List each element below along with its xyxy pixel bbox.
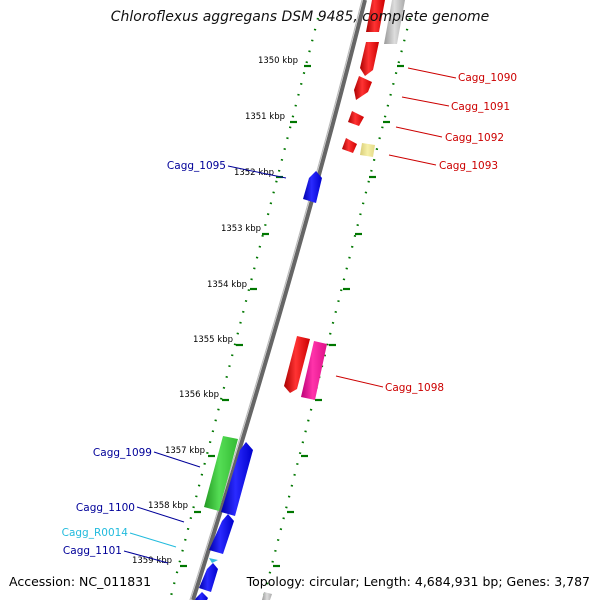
label-cagg-1092[interactable]: Cagg_1092	[445, 132, 504, 144]
feature-gray-partial	[262, 592, 272, 600]
label-cagg-1101[interactable]: Cagg_1101	[63, 545, 122, 557]
tick-label-1350: 1350 kbp	[258, 56, 298, 66]
gene-cagg-1091[interactable]	[354, 76, 372, 100]
tick-label-1355: 1355 kbp	[193, 335, 233, 345]
tick-label-1351: 1351 kbp	[245, 112, 285, 122]
label-cagg-1095[interactable]: Cagg_1095	[167, 160, 226, 172]
tick-label-1357: 1357 kbp	[165, 446, 205, 456]
tick-label-1359: 1359 kbp	[132, 556, 172, 566]
leader-lines	[123, 67, 457, 564]
tick-label-1356: 1356 kbp	[179, 390, 219, 400]
gene-gray-segment[interactable]	[384, 0, 405, 44]
tick-label-1352: 1352 kbp	[234, 168, 274, 178]
major-ticks	[180, 64, 404, 568]
label-cagg-1099[interactable]: Cagg_1099	[93, 447, 152, 459]
forward-strand-features	[301, 0, 405, 400]
gene-cagg-1098-magenta[interactable]	[301, 341, 327, 400]
gene-cagg-1093[interactable]	[360, 143, 375, 157]
gene-cagg-1099[interactable]	[204, 436, 238, 511]
gene-cagg-1095[interactable]	[303, 171, 322, 203]
label-cagg-1091[interactable]: Cagg_1091	[451, 101, 510, 113]
accession-text: Accession: NC_011831	[9, 574, 152, 589]
reverse-strand-features	[195, 171, 322, 600]
tick-label-1353: 1353 kbp	[221, 224, 261, 234]
gene-cagg-1092-a[interactable]	[348, 111, 364, 126]
tick-label-1358: 1358 kbp	[148, 501, 188, 511]
map-title: Chloroflexus aggregans DSM 9485, complet…	[110, 9, 490, 25]
gene-cagg-1089-segment[interactable]	[366, 0, 385, 32]
genome-stats-text: Topology: circular; Length: 4,684,931 bp…	[246, 574, 590, 589]
gene-cagg-1101[interactable]	[199, 563, 218, 592]
label-cagg-1093[interactable]: Cagg_1093	[439, 160, 498, 172]
label-cagg-1100[interactable]: Cagg_1100	[76, 502, 135, 514]
gene-cagg-r0014[interactable]	[209, 558, 218, 563]
label-cagg-1098[interactable]: Cagg_1098	[385, 382, 444, 394]
label-cagg-r0014[interactable]: Cagg_R0014	[62, 527, 129, 539]
tick-label-1354: 1354 kbp	[207, 280, 247, 290]
gene-cagg-1099-b[interactable]	[221, 442, 253, 516]
genome-backbone	[191, 0, 367, 600]
gene-cagg-1100[interactable]	[209, 514, 234, 554]
left-tick-rail	[168, 17, 320, 600]
gene-cagg-1092-b[interactable]	[342, 138, 357, 153]
gene-cagg-1090[interactable]	[360, 42, 379, 76]
label-cagg-1090[interactable]: Cagg_1090	[458, 72, 517, 84]
gene-cagg-1102-partial[interactable]	[195, 592, 208, 600]
gene-cagg-1097[interactable]	[284, 336, 310, 393]
